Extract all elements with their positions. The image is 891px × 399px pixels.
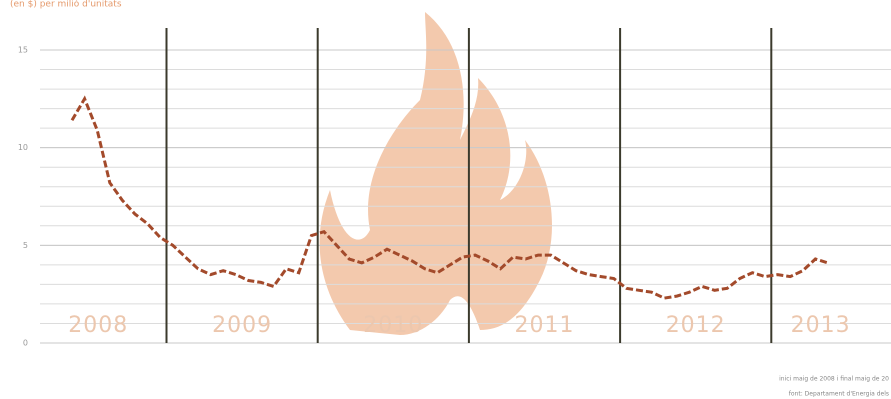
year-label: 2009 [212, 313, 272, 338]
y-tick-label: 5 [23, 241, 28, 250]
y-tick-label: 15 [18, 46, 28, 55]
flame-decoration [319, 12, 552, 335]
data-line [70, 95, 829, 300]
year-label: 2013 [791, 313, 851, 338]
note: inici maig de 2008 i final maig de 20 [779, 376, 889, 383]
y-tick-label: 0 [23, 339, 28, 348]
year-label: 2010 [363, 313, 423, 338]
subtitle: (en $) per milió d'unitats [10, 0, 122, 10]
note: font: Departament d'Energia dels [789, 391, 889, 398]
y-tick-label: 10 [18, 143, 28, 152]
year-label: 2008 [68, 313, 128, 338]
year-label: 2012 [666, 313, 726, 338]
year-label: 2011 [515, 313, 575, 338]
